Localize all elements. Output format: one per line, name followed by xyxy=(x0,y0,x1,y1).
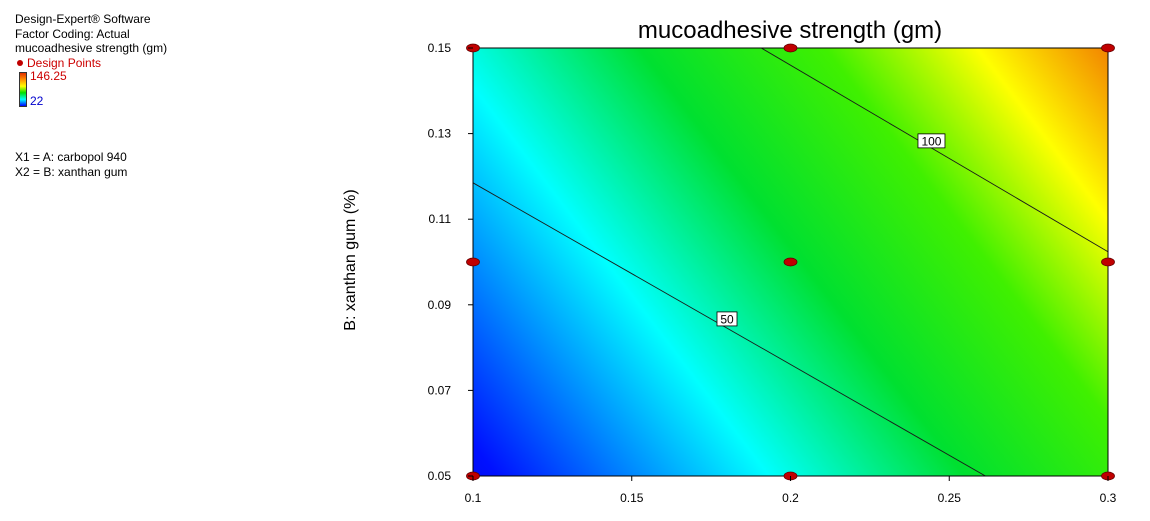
color-scale-bar xyxy=(19,72,27,107)
y-tick-label: 0.05 xyxy=(428,469,452,483)
design-point xyxy=(466,257,480,267)
color-scale-max: 146.25 xyxy=(30,69,67,83)
factor-coding-label: Factor Coding: Actual xyxy=(15,26,130,41)
contour-label-box-50 xyxy=(716,311,738,327)
contour-line-100 xyxy=(761,48,1108,253)
contour-label-box-100 xyxy=(917,133,946,149)
design-point xyxy=(783,257,798,267)
legend-panel: Design-Expert® Software Factor Coding: A… xyxy=(15,12,167,179)
y-tick-label: 0.11 xyxy=(429,212,452,226)
design-points-legend: Design Points xyxy=(15,56,167,71)
factor-x2-label: X2 = B: xanthan gum xyxy=(15,164,128,179)
x-tick-label: 0.3 xyxy=(1100,491,1117,505)
x-tick-label: 0.1 xyxy=(465,491,482,505)
x-tick-label: 0.2 xyxy=(782,491,799,505)
design-point xyxy=(783,43,798,53)
design-points-label: Design Points xyxy=(27,55,102,70)
y-axis-label: B: xanthan gum (%) xyxy=(342,189,359,330)
y-tick-label: 0.15 xyxy=(428,41,452,55)
y-tick-label: 0.13 xyxy=(428,127,452,141)
design-point-icon xyxy=(17,59,23,66)
x-tick-label: 0.25 xyxy=(938,491,962,505)
contour-line-50 xyxy=(473,182,986,476)
chart-title: mucoadhesive strength (gm) xyxy=(638,17,942,44)
response-label: mucoadhesive strength (gm) xyxy=(15,41,168,55)
x-tick-label: 0.15 xyxy=(620,491,644,505)
software-label: Design-Expert® Software xyxy=(15,12,151,26)
factor-x1-label: X1 = A: carbopol 940 xyxy=(15,150,127,164)
contour-label-100: 100 xyxy=(921,134,941,148)
design-point xyxy=(1101,257,1115,267)
contour-label-50: 50 xyxy=(720,312,734,326)
y-tick-label: 0.07 xyxy=(428,383,452,397)
color-scale-min: 22 xyxy=(30,94,44,108)
design-point xyxy=(1101,43,1115,53)
color-scale: 146.25 22 xyxy=(15,69,167,110)
y-tick-label: 0.09 xyxy=(428,298,452,312)
